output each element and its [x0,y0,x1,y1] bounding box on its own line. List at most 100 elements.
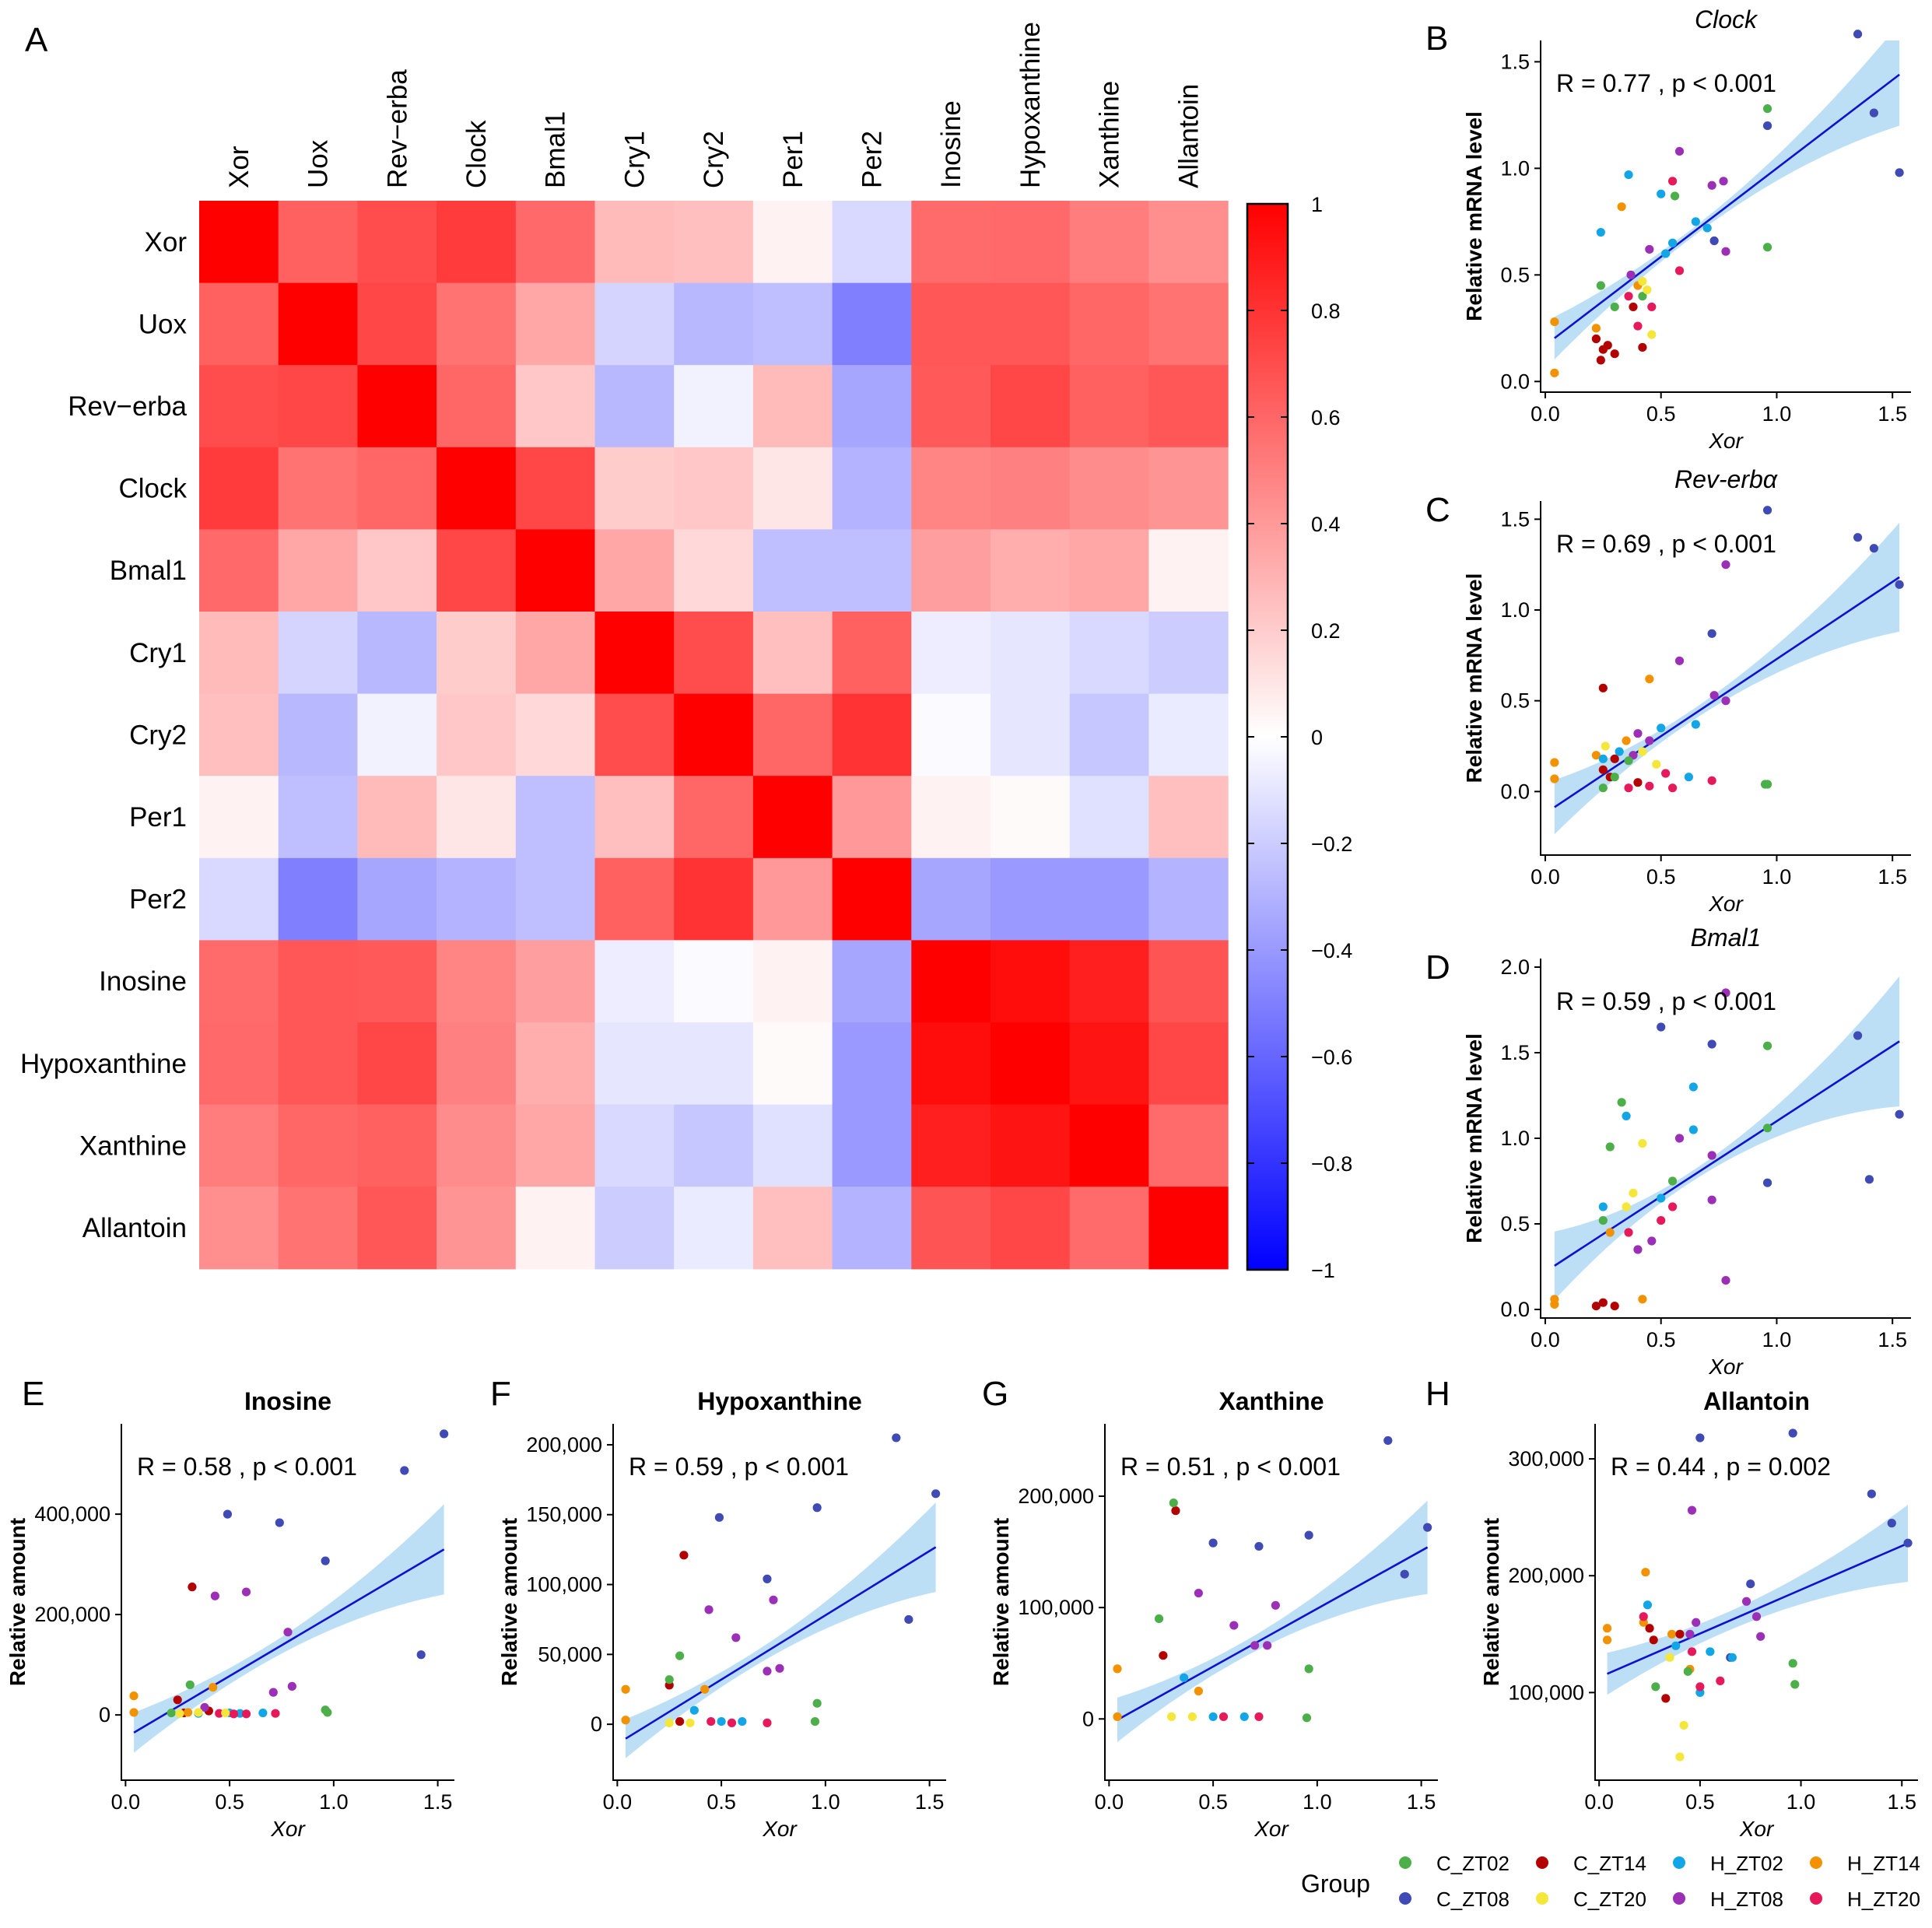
heatmap-cell [991,940,1071,1023]
data-point [1624,1228,1633,1237]
data-point [1903,1538,1913,1548]
confidence-band [1117,1500,1428,1743]
data-point [1746,1579,1755,1589]
heatmap-cell [832,282,912,366]
data-point [1208,1538,1218,1548]
x-tick-label: 1.5 [1878,865,1907,889]
heatmap-cell [357,940,437,1023]
y-axis-title: Relative mRNA level [1462,111,1486,321]
data-point [1762,1178,1772,1187]
heatmap-column-label: Per1 [778,131,808,188]
y-tick-label: 200,000 [1018,1485,1094,1508]
heatmap-row-label: Allantoin [82,1213,187,1243]
heatmap-cell [752,1187,833,1270]
heatmap-cell [199,1104,279,1187]
x-axis-title: Xor [1708,429,1744,453]
data-point [1762,1123,1772,1133]
y-tick-label: 0.5 [1500,689,1530,713]
data-point [1707,1151,1716,1160]
heatmap-cell [991,447,1071,530]
heatmap-cell [1148,447,1229,530]
panel-letter-c: C [1425,491,1450,529]
heatmap-cell [1069,447,1149,530]
heatmap-cell [674,529,754,612]
data-point [1760,780,1770,789]
data-point [1550,1299,1559,1309]
data-point [1667,1202,1678,1211]
data-point [1762,243,1772,252]
heatmap-cell [357,282,437,366]
y-tick-label: 200,000 [1508,1564,1584,1587]
data-point [1598,683,1608,692]
heatmap-cell [594,940,675,1023]
heatmap-cell [991,857,1071,941]
y-tick-label: 1.5 [1500,1041,1530,1064]
heatmap-cell [199,1187,279,1270]
data-point [1598,1216,1608,1225]
heatmap-cell [594,447,675,530]
data-point [1194,1588,1203,1598]
data-point [1657,1194,1666,1203]
heatmap-cell [437,1187,517,1270]
x-tick-label: 0.5 [1646,1328,1676,1351]
colorbar-tick-label: −0.4 [1311,939,1352,962]
data-point [892,1433,901,1442]
regression-line [1554,73,1900,339]
data-point [129,1708,139,1717]
data-point [621,1684,630,1694]
heatmap-cell [357,693,437,776]
data-point [1633,1245,1643,1254]
heatmap-cell [1148,1187,1229,1270]
data-point [1762,506,1772,515]
data-point [1721,1276,1730,1285]
data-point [1869,544,1878,553]
colorbar-tick-label: −0.8 [1311,1152,1352,1176]
data-point [1674,1134,1685,1143]
heatmap-column-label: Cry1 [619,131,650,188]
y-tick-label: 0 [591,1712,602,1736]
data-point [1603,341,1612,350]
data-point [1688,1082,1698,1092]
data-point [1867,1489,1876,1499]
y-tick-label: 1.0 [1500,598,1530,622]
plot-title: Allantoin [1703,1387,1810,1415]
heatmap-cell [437,612,517,695]
data-point [1605,1142,1615,1152]
heatmap-column-labels: Xor Uox Rev−erba Clock Bmal1 Cry1 Cry2 Per1 Per2… [224,22,1204,188]
data-point [416,1650,426,1660]
heatmap-cell [515,1187,596,1270]
x-axis-title: Xor [1708,1355,1744,1379]
data-point [738,1716,747,1726]
heatmap-cell [911,1022,991,1106]
heatmap-cell [278,857,358,941]
heatmap-cell [911,776,991,859]
confidence-band [1607,1505,1908,1695]
x-tick-label: 0.5 [1198,1790,1228,1814]
data-point [1610,1302,1619,1311]
heatmap-cell [594,612,675,695]
data-point [679,1551,689,1560]
heatmap-cell [674,447,754,530]
confidence-band [1554,976,1900,1300]
heatmap-colorbar: 1 0.8 0.6 0.4 0.2 0 −0.2 −0.4 −0.6 −0.8 −1 [1246,193,1352,1282]
heatmap-cell [278,612,358,695]
heatmap-cell [437,447,517,530]
data-point [1721,247,1730,256]
data-point [769,1595,778,1604]
data-point [287,1681,296,1691]
heatmap-cell [674,1104,754,1187]
heatmap-cell [832,201,912,284]
data-point [1645,1624,1654,1633]
heatmap-column-label: Per2 [857,131,887,188]
legend-swatch [1399,1856,1411,1869]
heatmap-cell [515,201,596,284]
data-point [1751,1612,1762,1621]
heatmap-column-label: Hypoxanthine [1015,22,1046,188]
colorbar-tick-label: −0.2 [1311,833,1352,856]
axis-lines [1540,40,1911,393]
heatmap-cell [1148,940,1229,1023]
y-tick-label: 50,000 [538,1642,602,1666]
data-point [812,1503,822,1513]
data-point [1598,765,1608,774]
